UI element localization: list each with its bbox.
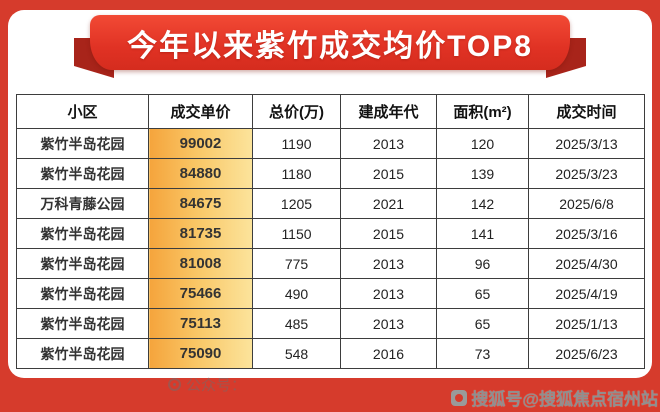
cell-deal-date: 2025/3/23 [528, 158, 645, 189]
page-title: 今年以来紫竹成交均价TOP8 [127, 29, 533, 63]
cell-total-price: 548 [252, 338, 341, 369]
wechat-official-icon [168, 378, 181, 391]
table-row: 紫竹半岛花园 99002 1190 2013 120 2025/3/13 [16, 128, 645, 159]
cell-community: 紫竹半岛花园 [16, 308, 149, 339]
cell-build-year: 2013 [340, 308, 437, 339]
sohu-watermark-text: 搜狐号@搜狐焦点宿州站 [471, 390, 658, 409]
cell-total-price: 1150 [252, 218, 341, 249]
table-row: 万科青藤公园 84675 1205 2021 142 2025/6/8 [16, 188, 645, 219]
cell-unit-price: 84675 [148, 188, 253, 219]
cell-unit-price: 75466 [148, 278, 253, 309]
cell-deal-date: 2025/6/23 [528, 338, 645, 369]
cell-area: 65 [436, 278, 529, 309]
cell-community: 紫竹半岛花园 [16, 278, 149, 309]
cell-build-year: 2015 [340, 158, 437, 189]
cell-deal-date: 2025/3/13 [528, 128, 645, 159]
price-table-container: 小区 成交单价 总价(万) 建成年代 面积(m²) 成交时间 紫竹半岛花园 99… [16, 94, 645, 369]
cell-area: 65 [436, 308, 529, 339]
table-header-row: 小区 成交单价 总价(万) 建成年代 面积(m²) 成交时间 [16, 94, 645, 129]
cell-community: 紫竹半岛花园 [16, 128, 149, 159]
cell-community: 紫竹半岛花园 [16, 218, 149, 249]
cell-community: 紫竹半岛花园 [16, 338, 149, 369]
cell-unit-price: 75090 [148, 338, 253, 369]
col-header-community: 小区 [16, 94, 149, 129]
cell-area: 73 [436, 338, 529, 369]
wechat-watermark-text: 公众号： [186, 377, 247, 394]
cell-total-price: 1205 [252, 188, 341, 219]
wechat-watermark: 公众号： [168, 374, 246, 395]
table-row: 紫竹半岛花园 75113 485 2013 65 2025/1/13 [16, 308, 645, 339]
cell-area: 142 [436, 188, 529, 219]
cell-total-price: 775 [252, 248, 341, 279]
cell-area: 141 [436, 218, 529, 249]
col-header-unit-price: 成交单价 [148, 94, 253, 129]
table-row: 紫竹半岛花园 81735 1150 2015 141 2025/3/16 [16, 218, 645, 249]
title-ribbon: 今年以来紫竹成交均价TOP8 [90, 15, 570, 70]
cell-total-price: 1180 [252, 158, 341, 189]
col-header-build-year: 建成年代 [340, 94, 437, 129]
table-row: 紫竹半岛花园 75090 548 2016 73 2025/6/23 [16, 338, 645, 369]
cell-build-year: 2013 [340, 128, 437, 159]
cell-unit-price: 81735 [148, 218, 253, 249]
cell-area: 96 [436, 248, 529, 279]
cell-deal-date: 2025/4/30 [528, 248, 645, 279]
cell-build-year: 2016 [340, 338, 437, 369]
col-header-total-price: 总价(万) [252, 94, 341, 129]
cell-deal-date: 2025/6/8 [528, 188, 645, 219]
cell-unit-price: 84880 [148, 158, 253, 189]
cell-total-price: 485 [252, 308, 341, 339]
cell-unit-price: 81008 [148, 248, 253, 279]
sohu-logo-icon [451, 389, 468, 406]
col-header-deal-date: 成交时间 [528, 94, 645, 129]
cell-total-price: 490 [252, 278, 341, 309]
cell-build-year: 2015 [340, 218, 437, 249]
cell-build-year: 2013 [340, 278, 437, 309]
col-header-area: 面积(m²) [436, 94, 529, 129]
table-row: 紫竹半岛花园 84880 1180 2015 139 2025/3/23 [16, 158, 645, 189]
cell-community: 紫竹半岛花园 [16, 158, 149, 189]
cell-deal-date: 2025/4/19 [528, 278, 645, 309]
cell-build-year: 2021 [340, 188, 437, 219]
cell-community: 紫竹半岛花园 [16, 248, 149, 279]
cell-unit-price: 99002 [148, 128, 253, 159]
price-table: 小区 成交单价 总价(万) 建成年代 面积(m²) 成交时间 紫竹半岛花园 99… [16, 94, 645, 369]
cell-unit-price: 75113 [148, 308, 253, 339]
cell-deal-date: 2025/3/16 [528, 218, 645, 249]
cell-community: 万科青藤公园 [16, 188, 149, 219]
cell-area: 139 [436, 158, 529, 189]
table-row: 紫竹半岛花园 81008 775 2013 96 2025/4/30 [16, 248, 645, 279]
cell-area: 120 [436, 128, 529, 159]
table-row: 紫竹半岛花园 75466 490 2013 65 2025/4/19 [16, 278, 645, 309]
cell-total-price: 1190 [252, 128, 341, 159]
cell-deal-date: 2025/1/13 [528, 308, 645, 339]
sohu-watermark: 搜狐号@搜狐焦点宿州站 [451, 385, 658, 410]
cell-build-year: 2013 [340, 248, 437, 279]
